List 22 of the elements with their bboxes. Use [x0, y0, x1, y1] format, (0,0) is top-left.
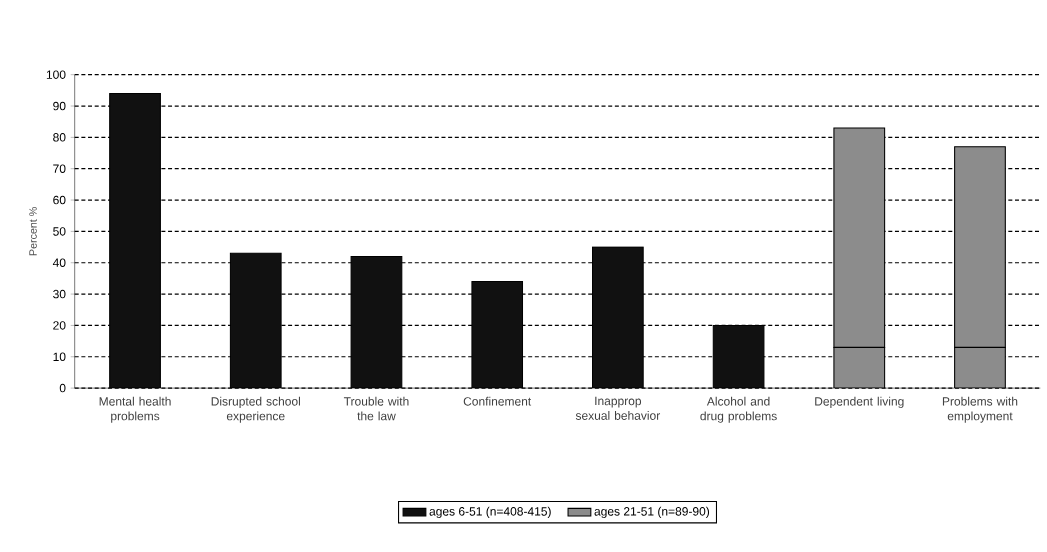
- x-tick-label: Alcohol and drug problems: [700, 396, 777, 423]
- y-tick-label: 50: [53, 227, 66, 236]
- legend-label: ages 6-51 (n=408-415): [429, 506, 551, 518]
- y-tick-label: 100: [46, 70, 66, 79]
- x-tick-label: Dependent living: [815, 396, 904, 408]
- y-tick-label: 10: [53, 352, 66, 361]
- x-tick-label: Disrupted school experience: [211, 396, 300, 423]
- x-tick-label: Confinement: [463, 396, 532, 406]
- x-tick-label: Trouble with the law: [343, 396, 409, 421]
- y-tick-label: 20: [53, 321, 66, 330]
- y-tick-label: 90: [53, 101, 66, 111]
- x-tick-label: Mental health problems: [99, 396, 171, 423]
- y-tick-label: 0: [59, 383, 66, 393]
- y-tick-label: 60: [53, 195, 66, 205]
- x-tick-label: Inapprop sexual behavior: [575, 396, 661, 420]
- y-axis-title: Percent %: [29, 207, 37, 256]
- y-tick-label: 70: [53, 164, 66, 173]
- y-tick-label: 40: [52, 258, 66, 267]
- y-tick-label: 30: [53, 289, 66, 299]
- y-tick-label: 80: [53, 133, 66, 142]
- x-tick-label: Problems with employment: [942, 396, 1018, 423]
- legend-label: ages 21-51 (n=89-90): [594, 506, 710, 518]
